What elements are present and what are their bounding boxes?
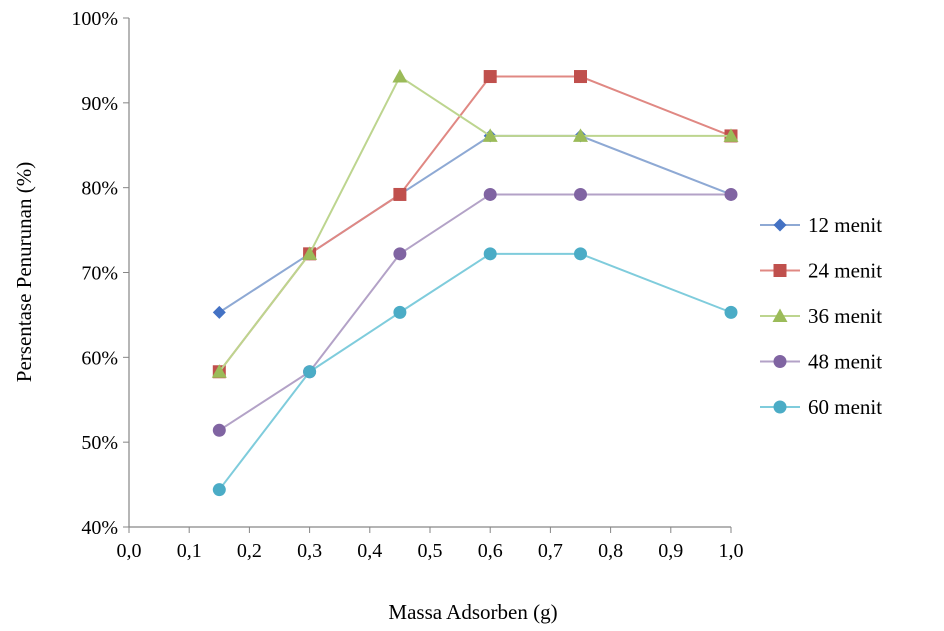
y-tick-label: 50% [81,432,118,454]
legend-marker [773,218,787,232]
series-12-menit [212,129,738,319]
data-point [574,70,587,84]
data-point [574,187,587,201]
x-tick-label: 0,3 [297,540,322,562]
series-line [218,193,731,432]
legend-entry: 48 menit [760,350,882,374]
series-24-menit [212,70,738,379]
legend-entry: 36 menit [760,304,882,328]
legend: 12 menit 24 menit 36 menit 48 menit 60 menit [760,213,882,419]
x-tick-label: 0,2 [237,540,262,562]
data-point [483,70,497,84]
y-tick-label: 80% [81,178,118,200]
data-point [212,423,226,437]
x-tick-label: 0,6 [478,540,503,562]
chart-axes [128,18,731,528]
data-point [483,247,497,261]
x-tick-label: 0,8 [598,540,623,562]
legend-label: 60 menit [808,395,882,419]
y-axis-ticks: 40% 50% 60% 70% 80% 90% 100% [71,8,129,539]
y-tick-label: 90% [81,93,118,115]
y-tick-label: 60% [81,347,118,369]
legend-label: 24 menit [808,259,882,283]
series-line [218,75,732,373]
x-tick-label: 0,5 [418,540,443,562]
y-tick-label: 40% [81,517,118,539]
legend-label: 48 menit [808,350,882,374]
x-axis-ticks: 0,0 0,1 0,2 0,3 0,4 0,5 0,6 0,7 0,8 0,9 1,0 [117,527,744,562]
data-point [724,187,738,201]
y-tick-label: 100% [71,8,118,30]
x-tick-label: 0,0 [117,540,142,562]
series-48-menit [212,187,738,437]
data-point [302,246,318,260]
legend-label: 12 menit [808,213,882,237]
legend-entry: 24 menit [760,259,882,283]
x-tick-label: 1,0 [719,540,744,562]
y-tick-label: 70% [81,263,118,285]
x-tick-label: 0,9 [658,540,683,562]
x-axis-title: Massa Adsorben (g) [388,600,557,624]
legend-marker [773,400,787,414]
legend-marker [772,308,788,322]
series-60-menit [212,247,738,497]
series-layer [211,69,739,497]
x-tick-label: 0,1 [177,540,202,562]
x-tick-label: 0,7 [538,540,563,562]
data-point [303,365,317,379]
data-point [723,128,739,142]
data-point [393,247,407,261]
y-axis-title: Persentase Penurunan (%) [12,162,36,382]
data-point [211,364,227,378]
data-point [482,128,498,142]
series-36-menit [211,69,739,378]
data-point [393,305,407,319]
legend-marker [773,355,787,368]
data-point [212,483,226,497]
data-point [483,187,497,201]
data-point [574,247,587,261]
data-point [212,305,226,319]
series-line [218,252,732,491]
data-point [573,128,588,142]
x-tick-label: 0,4 [357,540,382,562]
legend-marker [773,264,787,277]
series-line [218,75,731,373]
legend-label: 36 menit [808,304,882,328]
data-point [724,305,738,319]
legend-entry: 12 menit [760,213,882,237]
data-point [393,187,407,201]
legend-entry: 60 menit [760,395,882,419]
data-point [392,69,408,83]
series-line [218,134,732,314]
